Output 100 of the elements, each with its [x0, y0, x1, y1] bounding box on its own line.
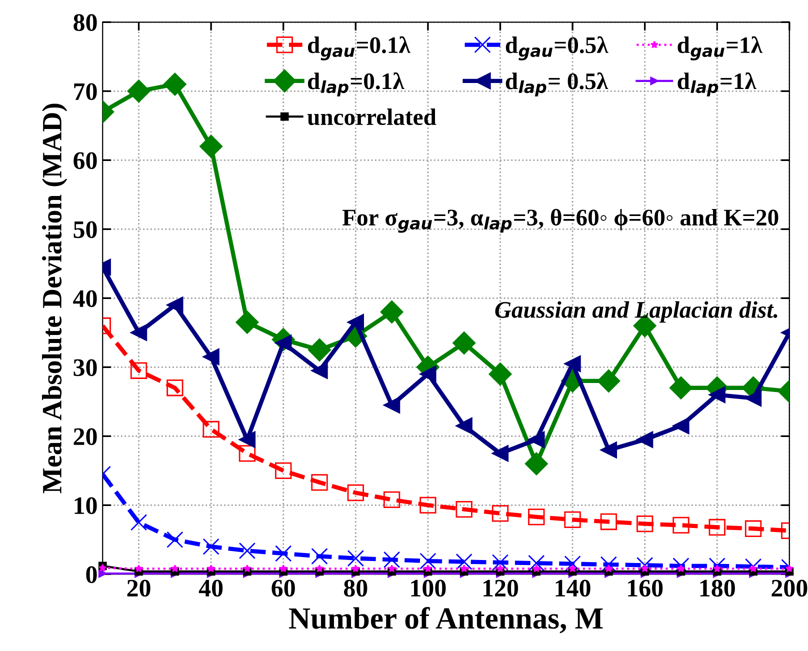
point	[388, 564, 396, 572]
point	[492, 445, 509, 462]
y-tick-label: 20	[74, 428, 97, 446]
point	[492, 554, 509, 571]
x-tick-label: 120	[483, 580, 518, 597]
point	[347, 550, 364, 567]
point	[200, 134, 223, 158]
point	[163, 72, 186, 96]
point	[672, 417, 690, 434]
point	[238, 542, 256, 560]
point	[170, 564, 179, 572]
point	[424, 564, 432, 572]
x-tick-label: 20	[127, 580, 150, 597]
point	[600, 442, 618, 458]
legend-label: d$_{gau}$=0.5λ	[506, 36, 608, 60]
point	[744, 520, 762, 537]
y-tick-label: 60	[74, 152, 97, 170]
x-tick-label: 40	[198, 580, 223, 597]
point	[130, 362, 148, 379]
point	[496, 564, 504, 572]
point	[308, 338, 331, 362]
point	[564, 555, 581, 572]
point	[352, 564, 360, 572]
x-tick-label: 180	[700, 580, 735, 597]
point	[492, 505, 509, 522]
y-tick-label: 30	[74, 359, 97, 376]
point	[420, 496, 436, 514]
point	[564, 355, 581, 372]
point	[243, 564, 252, 572]
point	[166, 380, 184, 396]
point	[238, 445, 256, 462]
y-tick-label: 0	[86, 566, 97, 584]
y-tick-label: 80	[74, 14, 97, 32]
point	[672, 516, 690, 534]
point	[316, 564, 324, 572]
legend-label: d$_{lap}$=0.1λ	[308, 72, 404, 96]
point	[380, 300, 404, 324]
point	[275, 545, 292, 562]
x-tick-label: 160	[628, 580, 663, 597]
point	[347, 314, 364, 331]
point	[456, 500, 472, 518]
point	[708, 518, 726, 536]
point	[600, 513, 618, 530]
point	[676, 564, 685, 572]
legend-label: d$_{lap}$=1λ	[678, 72, 756, 96]
x-axis-title: Number of Antennas, M	[288, 606, 603, 634]
point	[311, 548, 328, 565]
x-tick-label: 80	[344, 580, 368, 597]
legend-label: uncorrelated	[307, 108, 436, 126]
annotation: For σ$_{gau}$=3, α$_{lap}$=3, θ=60◦ ϕ=60◦ and K=20	[342, 208, 778, 233]
point	[532, 564, 540, 572]
annotation: Gaussian and Laplacian dist.	[495, 301, 778, 323]
point	[127, 80, 150, 103]
point	[279, 564, 288, 572]
point	[166, 531, 184, 548]
point	[669, 376, 692, 400]
legend-label: d$_{gau}$=0.1λ	[308, 36, 410, 60]
point	[528, 431, 545, 448]
point	[452, 332, 476, 355]
point	[311, 362, 328, 379]
point	[636, 431, 654, 448]
legend-label: d$_{lap}$= 0.5λ	[506, 72, 608, 96]
y-tick-label: 50	[74, 221, 97, 238]
point	[636, 515, 654, 532]
point	[524, 452, 548, 476]
x-tick-label: 60	[272, 580, 295, 597]
point	[597, 369, 620, 392]
y-axis-title: Mean Absolute Deviation (MAD)	[42, 104, 68, 494]
point	[202, 538, 220, 555]
point	[604, 564, 613, 572]
point	[456, 417, 472, 434]
point	[275, 462, 292, 480]
point	[488, 362, 512, 386]
point	[130, 514, 148, 531]
point	[236, 310, 259, 334]
point	[207, 564, 216, 572]
point	[744, 390, 762, 407]
point	[749, 564, 758, 572]
point	[568, 564, 577, 572]
point	[347, 484, 364, 502]
point	[383, 551, 400, 568]
y-tick-label: 10	[74, 497, 97, 514]
point	[238, 431, 256, 448]
point	[460, 564, 468, 572]
point	[383, 396, 400, 414]
x-tick-label: 200	[772, 580, 808, 597]
legend-label: d$_{gau}$=1λ	[678, 36, 762, 60]
point	[383, 491, 400, 508]
point	[311, 474, 328, 491]
point	[202, 420, 220, 438]
y-tick-label: 40	[73, 290, 97, 308]
point	[202, 348, 220, 366]
point	[166, 296, 184, 314]
point	[130, 324, 148, 341]
point	[134, 564, 143, 572]
point	[528, 554, 545, 572]
point	[640, 564, 649, 572]
point	[564, 511, 581, 528]
x-tick-label: 100	[411, 580, 446, 597]
point	[528, 508, 545, 526]
